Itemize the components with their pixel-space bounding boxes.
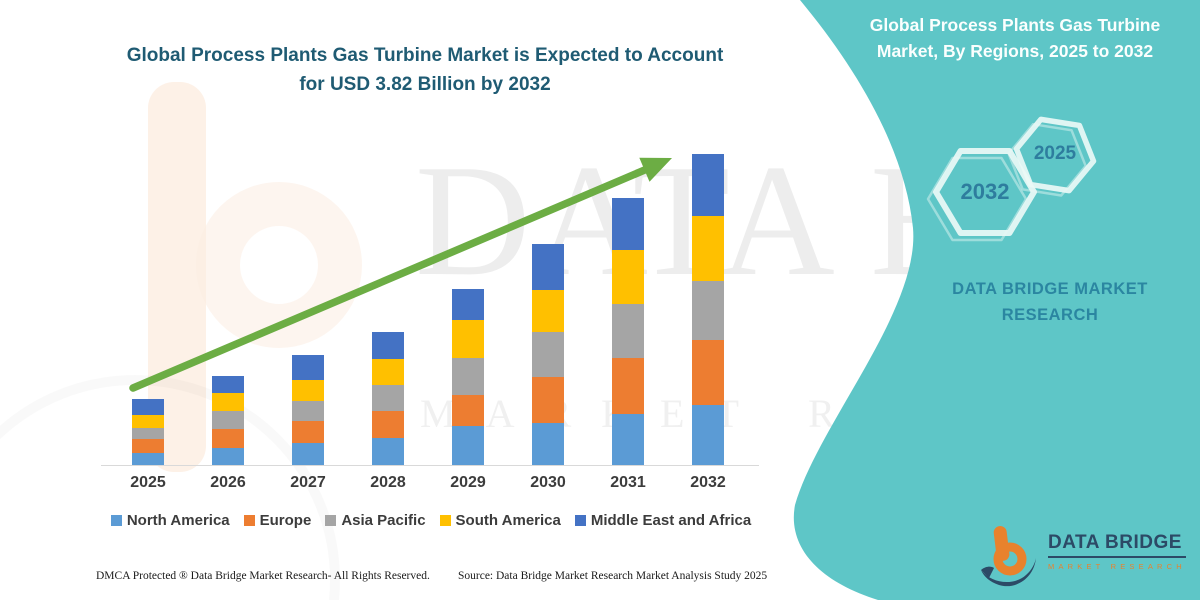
bar-segment-2029-asia-pacific — [452, 357, 484, 395]
legend-swatch-icon — [574, 515, 586, 526]
x-axis-label-2028: 2028 — [370, 474, 406, 491]
chart-title-line1: Global Process Plants Gas Turbine Market… — [126, 45, 724, 66]
bar-segment-2032-north-america — [692, 404, 724, 465]
bar-segment-2031-europe — [612, 358, 644, 414]
bar-segment-2031-south-america — [612, 250, 644, 304]
databridge-logo-name: DATA BRIDGE — [1048, 532, 1186, 558]
bar-segment-2026-asia-pacific — [212, 411, 244, 430]
legend-label: North America — [126, 512, 230, 529]
bar-segment-2025-middle-east-and-africa — [132, 399, 164, 416]
bar-2029 — [452, 289, 484, 465]
bar-segment-2027-middle-east-and-africa — [292, 355, 324, 380]
bar-2026 — [212, 376, 244, 465]
bar-segment-2031-middle-east-and-africa — [612, 198, 644, 251]
bar-2025 — [132, 399, 164, 465]
bar-segment-2029-south-america — [452, 320, 484, 358]
chart-title: Global Process Plants Gas Turbine Market… — [95, 42, 755, 99]
x-axis-label-2032: 2032 — [690, 474, 726, 491]
bar-segment-2030-asia-pacific — [532, 332, 564, 378]
legend-label: Middle East and Africa — [590, 512, 752, 529]
bar-2028 — [372, 332, 404, 465]
side-panel-title-line1: Global Process Plants Gas Turbine — [869, 15, 1161, 35]
bar-segment-2030-north-america — [532, 423, 564, 465]
hexagon-year-2025: 2025 — [1033, 143, 1077, 164]
legend-label: South America — [455, 512, 561, 529]
bar-segment-2028-europe — [372, 411, 404, 439]
databridge-logo: DATA BRIDGE MARKET RESEARCH — [978, 522, 1190, 594]
bar-segment-2032-south-america — [692, 215, 724, 282]
bar-segment-2029-middle-east-and-africa — [452, 289, 484, 321]
bar-segment-2032-middle-east-and-africa — [692, 154, 724, 216]
bar-segment-2025-north-america — [132, 452, 164, 465]
x-axis-line — [101, 465, 759, 466]
x-axis-label-2026: 2026 — [210, 474, 246, 491]
x-axis-label-2025: 2025 — [130, 474, 166, 491]
legend-item-middle-east-and-africa: Middle East and Africa — [574, 512, 752, 529]
bar-segment-2027-north-america — [292, 443, 324, 465]
side-panel-brand: DATA BRIDGE MARKET RESEARCH — [905, 276, 1195, 329]
bar-segment-2031-north-america — [612, 413, 644, 465]
dmca-notice: DMCA Protected ® Data Bridge Market Rese… — [96, 570, 430, 582]
bar-segment-2028-north-america — [372, 438, 404, 465]
bar-segment-2028-middle-east-and-africa — [372, 332, 404, 360]
bar-segment-2027-south-america — [292, 379, 324, 401]
legend-label: Asia Pacific — [341, 512, 426, 529]
bar-segment-2032-asia-pacific — [692, 281, 724, 340]
x-axis-label-2030: 2030 — [530, 474, 566, 491]
bar-segment-2026-middle-east-and-africa — [212, 376, 244, 393]
legend-swatch-icon — [243, 515, 255, 526]
legend-item-europe: Europe — [243, 512, 312, 529]
legend-swatch-icon — [439, 515, 451, 526]
bar-segment-2029-north-america — [452, 425, 484, 465]
side-panel-brand-line2: RESEARCH — [1001, 306, 1099, 325]
bar-segment-2029-europe — [452, 395, 484, 426]
chart-title-line2: for USD 3.82 Billion by 2032 — [299, 73, 551, 95]
bar-2031 — [612, 198, 644, 465]
bar-segment-2031-asia-pacific — [612, 303, 644, 359]
bar-segment-2030-europe — [532, 377, 564, 424]
bar-segment-2025-south-america — [132, 415, 164, 429]
bar-segment-2027-asia-pacific — [292, 400, 324, 422]
chart-legend: North America Europe Asia Pacific South Ame… — [95, 512, 767, 529]
bar-segment-2027-europe — [292, 421, 324, 444]
x-axis-label-2029: 2029 — [450, 474, 486, 491]
bar-segment-2026-europe — [212, 429, 244, 448]
trend-arrow — [129, 157, 672, 392]
legend-label: Europe — [259, 512, 312, 529]
bar-segment-2030-south-america — [532, 290, 564, 333]
bar-2027 — [292, 355, 324, 465]
databridge-logo-tagline: MARKET RESEARCH — [1048, 562, 1186, 571]
legend-item-asia-pacific: Asia Pacific — [325, 512, 426, 529]
bar-segment-2025-europe — [132, 438, 164, 453]
side-panel-title: Global Process Plants Gas Turbine Market… — [855, 12, 1175, 65]
bar-segment-2030-middle-east-and-africa — [532, 244, 564, 290]
trend-arrow-head — [639, 157, 672, 182]
databridge-logo-text: DATA BRIDGE MARKET RESEARCH — [1048, 532, 1186, 571]
bar-segment-2028-south-america — [372, 359, 404, 386]
legend-swatch-icon — [110, 515, 122, 526]
bar-segment-2026-north-america — [212, 447, 244, 465]
side-panel-brand-line1: DATA BRIDGE MARKET — [952, 280, 1148, 298]
x-axis-label-2027: 2027 — [290, 474, 326, 491]
bar-2030 — [532, 244, 564, 465]
bar-segment-2032-europe — [692, 339, 724, 405]
source-note: Source: Data Bridge Market Research Mark… — [458, 570, 768, 582]
legend-item-north-america: North America — [110, 512, 230, 529]
x-axis-label-2031: 2031 — [610, 474, 646, 491]
side-panel-title-line2: Market, By Regions, 2025 to 2032 — [876, 41, 1154, 62]
legend-swatch-icon — [325, 515, 337, 526]
bar-segment-2026-south-america — [212, 392, 244, 412]
hexagon-year-2032: 2032 — [960, 179, 1010, 204]
bar-segment-2028-asia-pacific — [372, 385, 404, 412]
bar-2032 — [692, 154, 724, 465]
bar-segment-2025-asia-pacific — [132, 428, 164, 439]
legend-item-south-america: South America — [439, 512, 561, 529]
stacked-bar-chart: 2025 2026 2027 2028 2029 2030 2031 2032 — [95, 150, 767, 510]
databridge-logo-icon — [981, 526, 1036, 587]
